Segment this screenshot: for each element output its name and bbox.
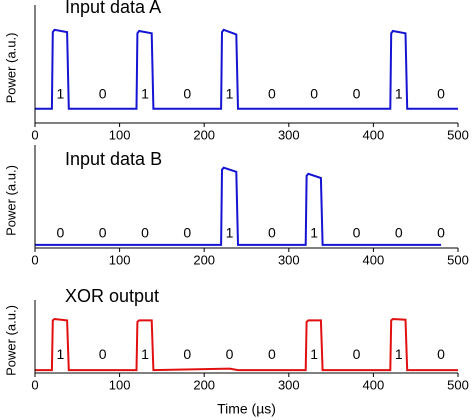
bit-label: 0 (99, 224, 107, 240)
x-tick-label: 500 (447, 252, 469, 267)
x-tick-label: 200 (193, 252, 215, 267)
x-tick-label: 100 (109, 127, 131, 142)
bit-label: 0 (99, 346, 107, 362)
line (35, 317, 458, 372)
x-tick-label: 0 (31, 377, 38, 392)
y-axis-label: Power (a.u.) (3, 305, 18, 376)
x-tick-label: 300 (278, 127, 300, 142)
x-tick-label: 500 (447, 377, 469, 392)
bit-label: 0 (268, 346, 276, 362)
bit-label: 0 (141, 224, 149, 240)
x-tick-label: 400 (363, 252, 385, 267)
x-tick-label: 300 (278, 377, 300, 392)
bit-label: 0 (437, 224, 445, 240)
bit-label: 0 (437, 85, 445, 101)
bit-label: 0 (353, 224, 361, 240)
x-tick-label: 300 (278, 252, 300, 267)
bit-label: 1 (141, 85, 149, 101)
bit-label: 1 (141, 346, 149, 362)
bit-label: 0 (226, 346, 234, 362)
y-axis-label: Power (a.u.) (3, 165, 18, 236)
bit-label: 1 (310, 224, 318, 240)
bit-label: 0 (56, 224, 64, 240)
panel-title: XOR output (65, 286, 159, 306)
line (35, 28, 458, 110)
x-tick-label: 400 (363, 377, 385, 392)
bit-label: 0 (183, 85, 191, 101)
panel-title: Input data A (65, 0, 161, 17)
bit-label: 1 (226, 224, 234, 240)
panel-title: Input data B (65, 149, 162, 169)
y-axis-label: Power (a.u.) (3, 33, 18, 104)
x-tick-label: 200 (193, 377, 215, 392)
bit-label: 1 (226, 85, 234, 101)
line (35, 166, 442, 246)
x-tick-label: 500 (447, 127, 469, 142)
bit-label: 0 (183, 346, 191, 362)
bit-label: 0 (353, 346, 361, 362)
bit-label: 0 (395, 224, 403, 240)
bit-label: 0 (183, 224, 191, 240)
x-tick-label: 400 (363, 127, 385, 142)
bit-label: 1 (395, 346, 403, 362)
bit-label: 1 (395, 85, 403, 101)
x-tick-label: 100 (109, 377, 131, 392)
x-tick-label: 200 (193, 127, 215, 142)
bit-label: 1 (56, 85, 64, 101)
bit-label: 1 (56, 346, 64, 362)
bit-label: 0 (353, 85, 361, 101)
bit-label: 0 (268, 85, 276, 101)
bit-label: 1 (310, 346, 318, 362)
x-tick-label: 100 (109, 252, 131, 267)
x-tick-label: 0 (31, 252, 38, 267)
bit-label: 0 (437, 346, 445, 362)
bit-label: 0 (310, 85, 318, 101)
x-tick-label: 0 (31, 127, 38, 142)
bit-label: 0 (99, 85, 107, 101)
x-axis-label: Time (µs) (217, 401, 276, 417)
bit-label: 0 (268, 224, 276, 240)
